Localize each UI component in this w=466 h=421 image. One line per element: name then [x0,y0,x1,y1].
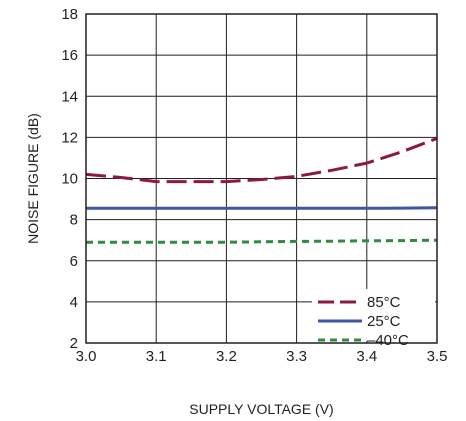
plot-frame [85,13,438,344]
x-tick-label: 3.4 [356,348,377,365]
y-tick-label: 4 [70,294,78,311]
series-line [86,238,438,244]
y-tick-label: 8 [70,212,78,229]
grid [86,14,437,343]
x-tick-label: 3.0 [76,348,97,365]
y-tick-label: 6 [70,253,78,270]
legend: 85°C 25°C –40°C [318,294,409,349]
tick-labels: 3.0 3.1 3.2 3.3 3.4 3.5 2 4 6 8 10 12 14 16 18 [61,6,447,365]
x-tick-label: 3.5 [427,348,448,365]
y-tick-label: 14 [61,88,78,105]
legend-label: 25°C [367,313,401,330]
y-tick-label: 16 [61,47,78,64]
x-axis-title: SUPPLY VOLTAGE (V) [189,401,333,417]
legend-background [312,289,435,341]
y-tick-label: 2 [70,335,78,352]
y-axis-title: NOISE FIGURE (dB) [25,113,41,244]
x-tick-label: 3.1 [146,348,167,365]
series-line [85,136,438,184]
x-tick-label: 3.3 [286,348,307,365]
y-tick-label: 18 [61,6,78,23]
series-line [86,206,438,210]
legend-label: –40°C [367,332,409,349]
y-tick-label: 12 [61,129,78,146]
series-lines [85,136,438,244]
x-tick-label: 3.2 [216,348,237,365]
legend-label: 85°C [367,294,401,311]
y-tick-label: 10 [61,171,78,188]
